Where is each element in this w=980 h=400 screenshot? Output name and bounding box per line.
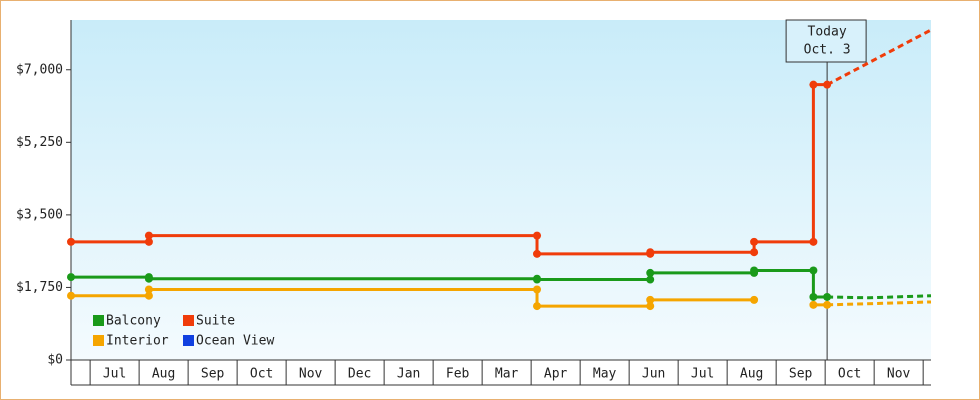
price-point xyxy=(67,237,75,246)
price-point xyxy=(67,273,75,282)
today-label: Oct. 3 xyxy=(804,43,851,58)
legend-swatch xyxy=(93,335,104,346)
x-tick-label: Jan xyxy=(397,367,420,382)
price-point xyxy=(646,295,655,304)
x-tick-label: Aug xyxy=(152,367,175,382)
y-tick-label: $1,750 xyxy=(16,280,63,295)
x-tick-label: Dec xyxy=(348,367,371,382)
legend-label: Balcony xyxy=(106,314,161,329)
price-point xyxy=(67,291,75,300)
price-point xyxy=(533,249,542,258)
legend-swatch xyxy=(183,315,194,326)
y-tick-label: $3,500 xyxy=(16,207,63,222)
price-point xyxy=(144,291,153,300)
price-point xyxy=(144,237,153,246)
price-point xyxy=(533,302,542,311)
y-tick-label: $5,250 xyxy=(16,135,63,150)
x-tick-label: Jun xyxy=(642,367,665,382)
price-point xyxy=(823,80,832,89)
price-point xyxy=(144,285,153,294)
legend-swatch xyxy=(183,335,194,346)
price-point xyxy=(809,300,818,309)
projection-line xyxy=(827,294,932,300)
projection-line xyxy=(827,300,932,307)
x-tick-label: Oct xyxy=(838,367,861,382)
price-point xyxy=(823,292,832,301)
today-box xyxy=(785,19,867,63)
price-point xyxy=(823,300,832,309)
x-tick-label: Apr xyxy=(544,367,568,382)
price-point xyxy=(809,80,818,89)
price-point xyxy=(144,231,153,240)
legend-label: Suite xyxy=(196,314,235,329)
price-point xyxy=(144,274,153,283)
y-tick-label: $0 xyxy=(47,353,63,368)
x-tick-label: Jul xyxy=(103,367,126,382)
price-point xyxy=(809,237,818,246)
legend-label: Interior xyxy=(106,334,169,349)
price-point xyxy=(646,268,655,277)
price-point xyxy=(646,302,655,311)
plot-area xyxy=(71,20,931,360)
legend-label: Ocean View xyxy=(196,334,274,349)
x-tick-label: Jul xyxy=(691,367,714,382)
price-point xyxy=(646,275,655,284)
price-point xyxy=(533,285,542,294)
price-point xyxy=(750,248,759,257)
price-point xyxy=(533,275,542,284)
price-point xyxy=(750,295,759,304)
x-tick-label: Sep xyxy=(789,367,813,382)
legend-swatch xyxy=(93,315,104,326)
price-point xyxy=(750,266,759,275)
price-point xyxy=(750,237,759,246)
x-tick-label: Nov xyxy=(887,367,911,382)
price-point xyxy=(533,231,542,240)
x-tick-label: Nov xyxy=(299,367,323,382)
x-tick-label: Oct xyxy=(250,367,273,382)
y-tick-label: $7,000 xyxy=(16,62,63,77)
x-tick-label: Aug xyxy=(740,367,763,382)
x-tick-label: Feb xyxy=(446,367,470,382)
x-tick-label: Mar xyxy=(495,367,519,382)
today-label: Today xyxy=(808,25,847,40)
x-tick-label: Sep xyxy=(201,367,225,382)
price-point xyxy=(646,248,655,257)
price-point xyxy=(809,292,818,301)
price-point xyxy=(809,266,818,275)
x-tick-label: May xyxy=(593,367,617,382)
